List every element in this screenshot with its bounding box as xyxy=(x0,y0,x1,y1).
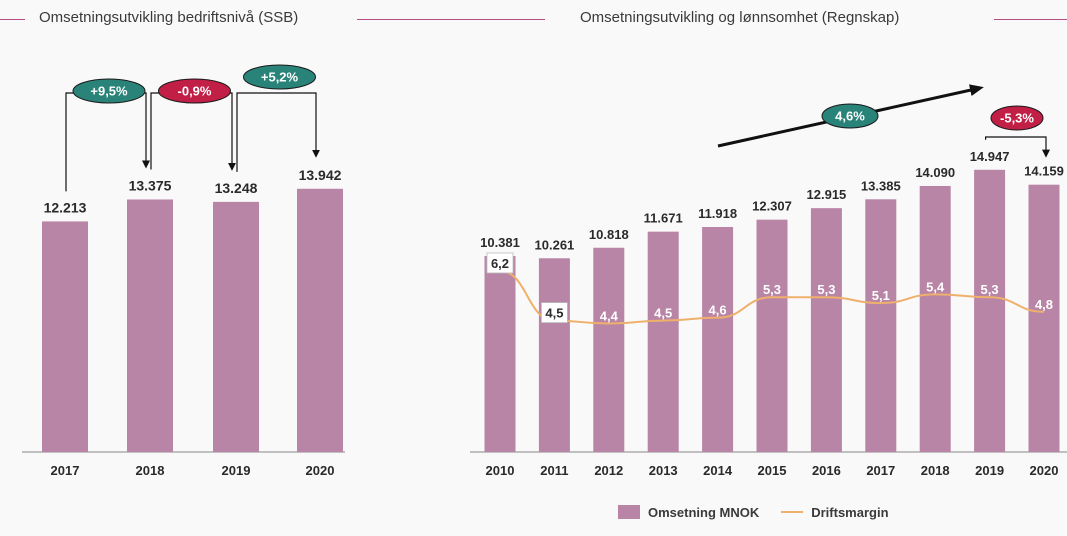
margin-label-2011: 4,5 xyxy=(545,306,563,321)
right-x-tick-2017: 2017 xyxy=(866,463,895,478)
left-change-badge-0-ellipse xyxy=(72,78,146,104)
right-value-label-2018: 14.090 xyxy=(915,165,955,180)
right-bar-2020 xyxy=(1028,184,1060,452)
margin-label-2010: 6,2 xyxy=(491,256,509,271)
right-x-tick-2011: 2011 xyxy=(540,463,568,478)
right-value-label-2016: 12.915 xyxy=(807,187,847,202)
legend: Omsetning MNOK Driftsmargin xyxy=(618,502,889,522)
right-bar-2013 xyxy=(647,231,679,452)
left-bar-2017 xyxy=(42,221,88,452)
right-change-badge-label: -5,3% xyxy=(1000,111,1034,126)
left-x-tick-2020: 2020 xyxy=(306,463,335,478)
left-change-badge-2-ellipse xyxy=(243,64,316,90)
right-value-label-2015: 12.307 xyxy=(752,199,792,214)
right-x-tick-2015: 2015 xyxy=(758,463,787,478)
margin-label-2020: 4,8 xyxy=(1035,297,1053,312)
left-title-rule-right xyxy=(357,19,545,20)
margin-label-2013: 4,5 xyxy=(654,306,672,321)
margin-label-box-2010 xyxy=(486,252,514,274)
right-x-tick-2013: 2013 xyxy=(649,463,678,478)
right-value-label-2013: 11.671 xyxy=(644,211,683,226)
left-x-tick-2018: 2018 xyxy=(136,463,165,478)
margin-label-box-2011 xyxy=(541,302,568,324)
margin-label-2019: 5,3 xyxy=(981,282,999,297)
left-chart-title: Omsetningsutvikling bedriftsnivå (SSB) xyxy=(39,9,299,26)
left-title-rule-left xyxy=(0,19,25,20)
right-value-label-2010: 10.381 xyxy=(480,235,520,250)
right-change-badge-ellipse xyxy=(990,105,1044,131)
legend-line-swatch xyxy=(781,511,804,513)
margin-line xyxy=(499,269,1045,325)
right-bar-2012 xyxy=(593,247,625,452)
right-bar-2019 xyxy=(974,169,1006,452)
right-value-label-2012: 10.818 xyxy=(589,227,629,242)
margin-label-2017: 5,1 xyxy=(872,288,890,303)
right-x-tick-2012: 2012 xyxy=(594,463,623,478)
right-x-tick-2010: 2010 xyxy=(486,463,515,478)
left-value-label-2019: 13.248 xyxy=(215,180,258,196)
right-value-label-2014: 11.918 xyxy=(698,206,737,221)
left-bar-2019 xyxy=(213,201,259,452)
right-change-bracket xyxy=(985,136,1050,158)
right-x-tick-2020: 2020 xyxy=(1030,463,1059,478)
margin-label-2012: 4,4 xyxy=(600,309,619,324)
right-bar-2010 xyxy=(484,256,516,452)
right-value-label-2011: 10.261 xyxy=(535,237,575,252)
right-value-label-2017: 13.385 xyxy=(861,178,901,193)
left-bar-2018 xyxy=(127,199,173,452)
right-title-row: Omsetningsutvikling og lønnsomhet (Regns… xyxy=(560,0,1067,38)
margin-label-2016: 5,3 xyxy=(817,282,835,297)
margin-label-2014: 4,6 xyxy=(709,303,727,318)
legend-line-label: Driftsmargin xyxy=(811,504,889,520)
left-value-label-2018: 13.375 xyxy=(129,177,172,193)
right-bar-2015 xyxy=(756,219,788,452)
left-change-badge-1-label: -0,9% xyxy=(178,84,212,99)
margin-label-2015: 5,3 xyxy=(763,282,781,297)
left-change-badge-1-ellipse xyxy=(158,78,231,104)
left-change-badge-2-label: +5,2% xyxy=(261,70,299,85)
left-value-label-2017: 12.213 xyxy=(44,199,87,215)
right-chart-title: Omsetningsutvikling og lønnsomhet (Regns… xyxy=(580,9,900,26)
left-change-bracket-2 xyxy=(236,92,320,172)
trend-badge-label: 4,6% xyxy=(835,109,865,124)
right-bar-2017 xyxy=(865,199,897,452)
right-bar-2011 xyxy=(538,258,570,452)
right-value-label-2019: 14.947 xyxy=(970,149,1010,164)
left-bar-2020 xyxy=(297,188,343,453)
right-title-rule-right xyxy=(994,19,1067,20)
left-change-bracket-1 xyxy=(150,92,236,171)
right-x-tick-2014: 2014 xyxy=(703,463,733,478)
right-bar-2018 xyxy=(919,185,951,452)
left-change-badge-0-label: +9,5% xyxy=(90,84,128,99)
legend-bar-label: Omsetning MNOK xyxy=(648,504,760,520)
margin-label-2018: 5,4 xyxy=(926,279,945,294)
left-title-row: Omsetningsutvikling bedriftsnivå (SSB) xyxy=(0,0,545,38)
right-bar-2014 xyxy=(702,226,734,452)
legend-bar-swatch xyxy=(618,505,640,519)
right-value-label-2020: 14.159 xyxy=(1024,164,1064,179)
right-bar-2016 xyxy=(810,208,842,452)
right-x-tick-2016: 2016 xyxy=(812,463,841,478)
left-value-label-2020: 13.942 xyxy=(299,167,342,183)
trend-badge-ellipse xyxy=(821,103,879,129)
left-x-tick-2017: 2017 xyxy=(51,463,80,478)
right-x-tick-2018: 2018 xyxy=(921,463,950,478)
right-x-tick-2019: 2019 xyxy=(975,463,1004,478)
left-x-tick-2019: 2019 xyxy=(222,463,251,478)
